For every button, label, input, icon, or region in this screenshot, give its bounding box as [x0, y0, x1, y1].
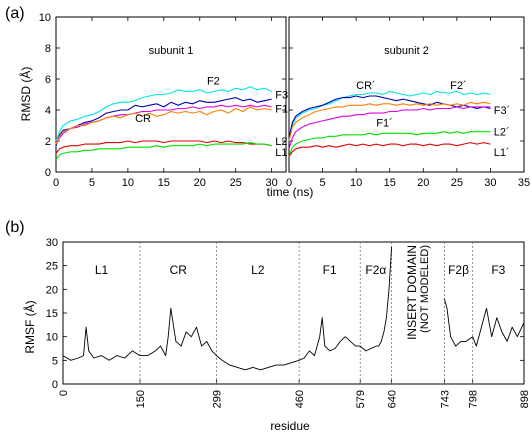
- x-tick-label: 20: [194, 177, 206, 189]
- series-label: L1´: [494, 147, 510, 159]
- domain-label: L2: [251, 263, 265, 277]
- series-label: CR: [135, 113, 151, 125]
- insert-domain-label: INSERT DOMAIN: [405, 245, 419, 340]
- x-tick-label: 10: [122, 177, 134, 189]
- y-tick-label: 8: [45, 43, 51, 55]
- x-tick-label: 5: [89, 177, 95, 189]
- y-tick-label: 4: [45, 105, 51, 117]
- x-tick-label: 30: [484, 177, 496, 189]
- y-tick-label: 0: [52, 379, 58, 391]
- x-tick-label: 15: [384, 177, 396, 189]
- x-tick-label: 35: [518, 177, 530, 189]
- axes-frame: [55, 16, 287, 173]
- domain-label: CR: [170, 263, 188, 277]
- y-tick-label: 15: [46, 308, 58, 320]
- x-tick-label: 150: [135, 390, 147, 408]
- series-label: F1: [275, 103, 288, 115]
- series-line-F2: [55, 86, 272, 142]
- x-tick-label: 299: [211, 390, 223, 408]
- subplot-title: subunit 2: [384, 45, 429, 57]
- rmsf-line: [443, 298, 525, 347]
- y-tick-label: 6: [45, 74, 51, 86]
- series-line-L2: [55, 140, 272, 154]
- series-line-F1: [55, 104, 272, 143]
- domain-label: F3: [491, 263, 505, 277]
- series-label: F2: [207, 76, 220, 88]
- y-tick-label: 10: [39, 12, 51, 24]
- x-tick-label: 798: [468, 390, 480, 408]
- x-tick-label: 0: [286, 177, 292, 189]
- series-line-F3: [55, 97, 272, 146]
- x-tick-label: 640: [387, 390, 399, 408]
- xlabel-a: time (ns): [267, 185, 314, 199]
- y-tick-label: 10: [46, 332, 58, 344]
- x-tick-label: 10: [350, 177, 362, 189]
- y-tick-label: 5: [52, 355, 58, 367]
- series-label: L1: [275, 147, 287, 159]
- xlabel-b: residue: [270, 419, 310, 433]
- series-line-F3´: [288, 101, 491, 142]
- axes-frame: [288, 16, 525, 173]
- series-label: F3: [275, 90, 288, 102]
- y-tick-label: 0: [45, 167, 51, 179]
- rmsf-line: [62, 246, 393, 371]
- series-label: L2´: [494, 127, 510, 139]
- series-line-L1´: [288, 142, 491, 157]
- x-tick-label: 0: [53, 177, 59, 189]
- x-tick-label: 743: [439, 390, 451, 408]
- y-tick-label: 20: [46, 284, 58, 296]
- series-label: L2: [275, 136, 287, 148]
- series-line-F1´: [288, 106, 491, 149]
- y-tick-label: 30: [46, 237, 58, 249]
- domain-label: F1: [323, 263, 337, 277]
- subplot-title: subunit 1: [149, 45, 194, 57]
- series-label: F3´: [494, 105, 511, 117]
- not-modeled-label: (NOT MODELED): [419, 245, 431, 333]
- x-tick-label: 15: [158, 177, 170, 189]
- x-tick-label: 20: [417, 177, 429, 189]
- x-tick-label: 460: [294, 390, 306, 408]
- x-tick-label: 25: [451, 177, 463, 189]
- x-tick-label: 898: [519, 390, 531, 408]
- panel-label-a: (a): [5, 5, 25, 22]
- ylabel-a: RMSD (Å): [18, 67, 33, 122]
- y-tick-label: 25: [46, 261, 58, 273]
- series-line-L1: [55, 142, 272, 160]
- x-tick-label: 30: [266, 177, 278, 189]
- domain-label: F2α: [365, 263, 386, 277]
- x-tick-label: 0: [58, 390, 70, 396]
- series-label: CR´: [356, 80, 376, 92]
- rmsf-plot: 0 5 10 15 20 25 30 0 150 299 460 579 640 743 798 898 L1 C…: [46, 237, 531, 408]
- series-line-CR: [55, 106, 272, 145]
- domain-label: L1: [95, 263, 109, 277]
- series-label: F1´: [376, 117, 393, 129]
- series-label: F2´: [450, 80, 467, 92]
- series-line-F2´: [288, 90, 491, 142]
- subplot-subunit-2: 0 5 10 15 20 25 30 35 subunit 2 CR´ F2´ F3´ F1´ L2´ L1…: [286, 16, 530, 189]
- x-tick-label: 25: [230, 177, 242, 189]
- y-tick-label: 2: [45, 136, 51, 148]
- x-tick-label: 579: [355, 390, 367, 408]
- x-tick-label: 5: [320, 177, 326, 189]
- series-line-L2´: [288, 131, 491, 157]
- panel-label-b: (b): [5, 219, 25, 236]
- domain-label: F2β: [448, 263, 469, 277]
- ylabel-b: RMSF (Å): [22, 300, 37, 353]
